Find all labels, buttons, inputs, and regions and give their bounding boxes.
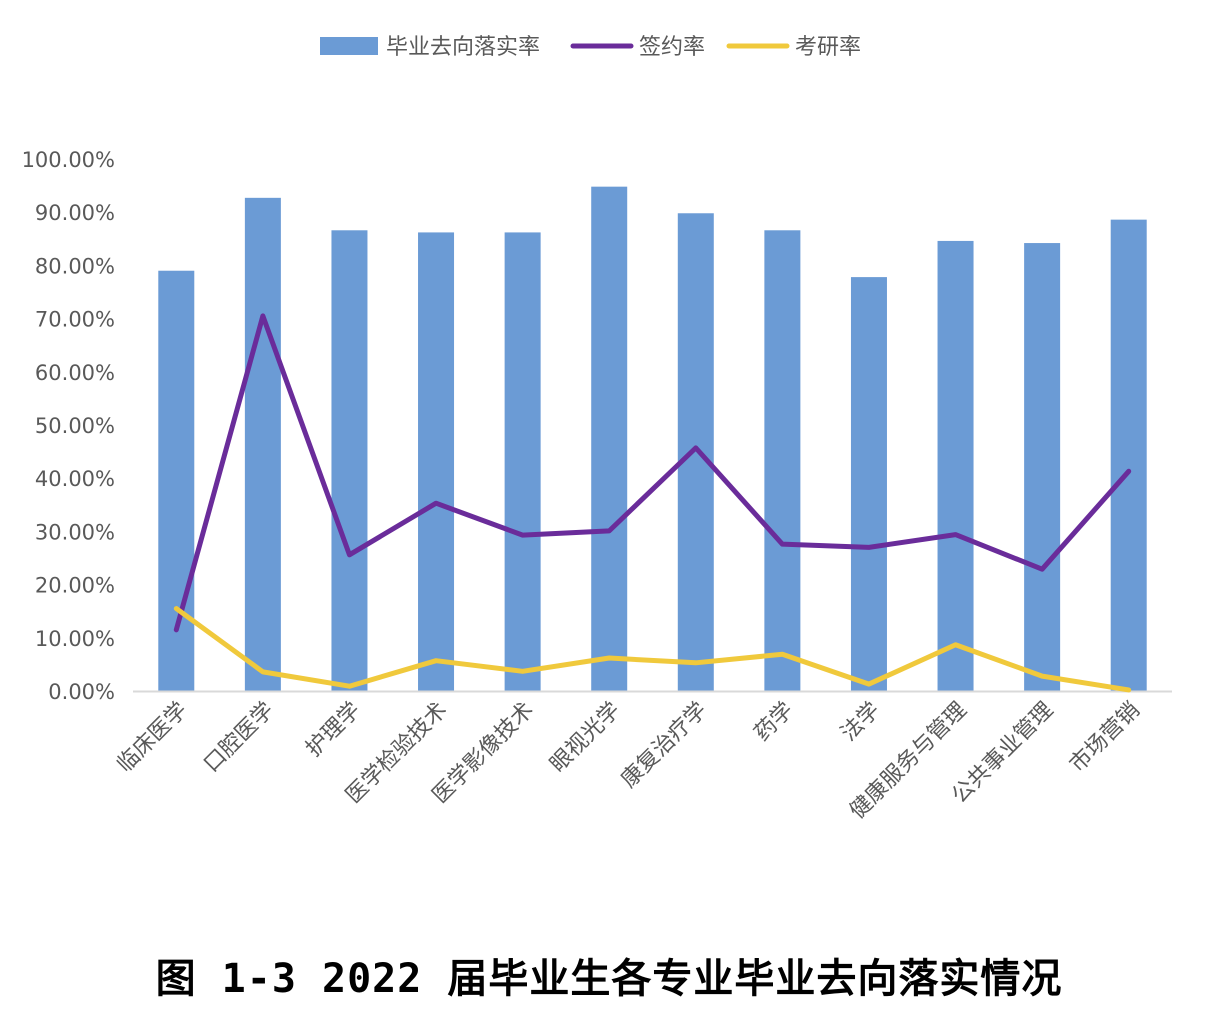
- bar: [764, 230, 801, 691]
- x-tick-label: 护理学: [301, 698, 365, 762]
- figure-caption: 图 1-3 2022 届毕业生各专业毕业去向落实情况: [155, 956, 1063, 1002]
- exam-rate-line: [173, 606, 1132, 693]
- y-tick-label: 10.00%: [35, 627, 115, 651]
- bar: [1024, 243, 1061, 691]
- y-tick-label: 100.00%: [22, 148, 115, 172]
- bar: [937, 240, 974, 692]
- bar-series: [158, 186, 1147, 692]
- x-tick-label: 眼视光学: [546, 698, 626, 778]
- y-tick-label: 70.00%: [35, 308, 115, 332]
- x-tick-label: 药学: [750, 698, 799, 747]
- bar: [677, 213, 714, 691]
- line-series: [173, 313, 1132, 693]
- y-tick-label: 60.00%: [35, 361, 115, 385]
- y-tick-label: 50.00%: [35, 414, 115, 438]
- bar: [850, 277, 887, 691]
- y-axis: 0.00% 10.00% 20.00% 30.00% 40.00% 50.00% 60.00…: [22, 148, 115, 704]
- chart: 毕业去向落实率 签约率 考研率 0.00% 10.00% 20.00% 30.00% 40.…: [22, 35, 1172, 825]
- x-tick-label: 口腔医学: [199, 698, 279, 778]
- y-tick-label: 0.00%: [48, 680, 115, 704]
- legend: 毕业去向落实率 签约率 考研率: [320, 35, 861, 60]
- x-tick-label: 康复治疗学: [617, 698, 712, 793]
- bar: [591, 186, 628, 691]
- legend-label: 考研率: [795, 35, 861, 60]
- x-tick-label: 临床医学: [113, 698, 193, 778]
- x-tick-label: 法学: [836, 698, 885, 747]
- y-tick-label: 20.00%: [35, 574, 115, 598]
- bar: [244, 197, 281, 691]
- y-tick-label: 90.00%: [35, 201, 115, 225]
- bar: [504, 232, 541, 691]
- y-tick-label: 80.00%: [35, 254, 115, 278]
- y-tick-label: 30.00%: [35, 520, 115, 544]
- bar: [331, 230, 368, 691]
- bar: [418, 232, 455, 691]
- x-tick-label: 市场营销: [1065, 698, 1145, 778]
- y-tick-label: 40.00%: [35, 467, 115, 491]
- sign-rate-line: [173, 313, 1132, 633]
- legend-label: 毕业去向落实率: [386, 35, 540, 60]
- legend-swatch-bar: [320, 37, 378, 55]
- bar: [1110, 219, 1147, 691]
- legend-label: 签约率: [639, 35, 705, 60]
